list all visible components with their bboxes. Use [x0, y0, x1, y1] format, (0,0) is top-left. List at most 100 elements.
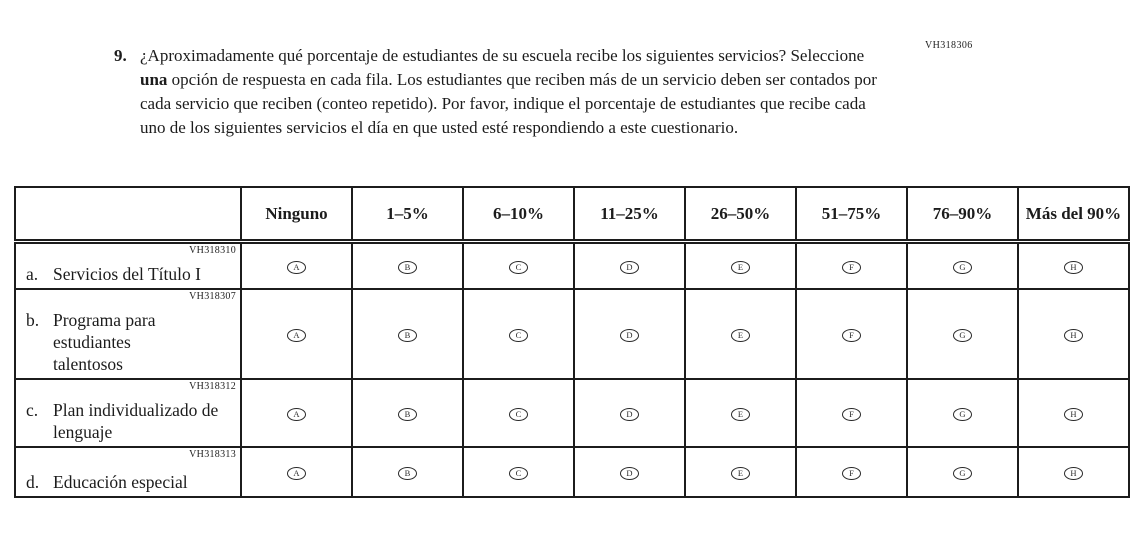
row-a-option-cell-C: C: [462, 240, 575, 290]
row-a-option-cell-E: E: [684, 240, 797, 290]
option-bubble-b-F[interactable]: F: [842, 328, 861, 342]
row-a-label-text: Servicios del Título I: [53, 264, 201, 284]
row-c-option-cell-F: F: [795, 378, 908, 448]
row-d-option-cell-D: D: [573, 446, 686, 498]
option-bubble-c-C[interactable]: C: [509, 407, 528, 421]
option-bubble-d-G[interactable]: G: [953, 466, 972, 480]
option-bubble-c-F[interactable]: F: [842, 407, 861, 421]
header-6-10: 6–10%: [462, 186, 575, 244]
header-26-50: 26–50%: [684, 186, 797, 244]
row-c-option-cell-G: G: [906, 378, 1019, 448]
option-bubble-d-D[interactable]: D: [620, 466, 639, 480]
row-b-header: VH318307 b. Programa para estudiantes tal…: [14, 288, 242, 380]
row-b-option-cell-A: A: [240, 288, 353, 380]
option-bubble-c-A[interactable]: A: [287, 407, 306, 421]
row-b-code: VH318307: [189, 291, 236, 302]
option-bubble-d-B[interactable]: B: [398, 466, 417, 480]
row-b-option-cell-F: F: [795, 288, 908, 380]
row-d-header: VH318313 d. Educación especial: [14, 446, 242, 498]
row-d-option-cell-G: G: [906, 446, 1019, 498]
row-a-option-cell-F: F: [795, 240, 908, 290]
question-text-bold: una: [140, 70, 168, 89]
answer-grid-table: Ninguno 1–5% 6–10% 11–25% 26–50% 51–75% …: [14, 186, 1130, 498]
row-d-letter: d.: [26, 472, 40, 492]
header-empty-cell: [14, 186, 242, 244]
row-c-option-cell-E: E: [684, 378, 797, 448]
row-a-option-cell-H: H: [1017, 240, 1130, 290]
row-c-option-cell-H: H: [1017, 378, 1130, 448]
option-bubble-b-G[interactable]: G: [953, 328, 972, 342]
row-d-label: d. Educación especial: [26, 471, 188, 493]
question-text-pre: ¿Aproximadamente qué porcentaje de estud…: [140, 46, 865, 65]
option-bubble-a-C[interactable]: C: [509, 260, 528, 274]
option-bubble-b-B[interactable]: B: [398, 328, 417, 342]
row-b-label: b. Programa para estudiantes talentosos: [26, 309, 181, 375]
row-d-option-cell-H: H: [1017, 446, 1130, 498]
option-bubble-a-F[interactable]: F: [842, 260, 861, 274]
table-row-d: VH318313 d. Educación especial A B C D E …: [14, 446, 1130, 498]
row-a-option-cell-A: A: [240, 240, 353, 290]
table-row-c: VH318312 c. Plan individualizado de lengu…: [14, 378, 1130, 448]
row-a-code: VH318310: [189, 244, 236, 256]
row-b-option-cell-H: H: [1017, 288, 1130, 380]
option-bubble-b-E[interactable]: E: [731, 328, 750, 342]
question-text-post: opción de respuesta en cada fila. Los es…: [140, 70, 877, 137]
option-bubble-b-H[interactable]: H: [1064, 328, 1083, 342]
row-c-option-cell-A: A: [240, 378, 353, 448]
row-c-code: VH318312: [189, 381, 236, 392]
option-bubble-c-G[interactable]: G: [953, 407, 972, 421]
row-d-option-cell-F: F: [795, 446, 908, 498]
row-d-option-cell-A: A: [240, 446, 353, 498]
table-row-a: VH318310 a. Servicios del Título I A B C …: [14, 240, 1130, 290]
option-bubble-c-H[interactable]: H: [1064, 407, 1083, 421]
row-a-header: VH318310 a. Servicios del Título I: [14, 240, 242, 290]
row-a-option-cell-B: B: [351, 240, 464, 290]
row-a-letter: a.: [26, 264, 39, 284]
row-b-option-cell-C: C: [462, 288, 575, 380]
row-d-option-cell-E: E: [684, 446, 797, 498]
row-c-letter: c.: [26, 400, 39, 420]
question-number: 9.: [114, 46, 127, 65]
option-bubble-b-A[interactable]: A: [287, 328, 306, 342]
row-b-option-cell-G: G: [906, 288, 1019, 380]
row-a-label: a. Servicios del Título I: [26, 263, 201, 285]
row-d-option-cell-B: B: [351, 446, 464, 498]
row-b-label-text: Programa para estudiantes talentosos: [53, 310, 156, 374]
form-code: VH318306: [925, 40, 973, 51]
option-bubble-a-D[interactable]: D: [620, 260, 639, 274]
header-row: Ninguno 1–5% 6–10% 11–25% 26–50% 51–75% …: [14, 186, 1130, 244]
header-11-25: 11–25%: [573, 186, 686, 244]
option-bubble-b-C[interactable]: C: [509, 328, 528, 342]
row-d-code: VH318313: [189, 449, 236, 460]
option-bubble-c-B[interactable]: B: [398, 407, 417, 421]
table-row-b: VH318307 b. Programa para estudiantes tal…: [14, 288, 1130, 380]
option-bubble-d-C[interactable]: C: [509, 466, 528, 480]
option-bubble-a-E[interactable]: E: [731, 260, 750, 274]
row-b-option-cell-B: B: [351, 288, 464, 380]
option-bubble-a-A[interactable]: A: [287, 260, 306, 274]
option-bubble-c-D[interactable]: D: [620, 407, 639, 421]
row-c-option-cell-C: C: [462, 378, 575, 448]
option-bubble-c-E[interactable]: E: [731, 407, 750, 421]
row-b-option-cell-D: D: [573, 288, 686, 380]
row-c-label: c. Plan individualizado de lenguaje: [26, 399, 231, 443]
header-1-5: 1–5%: [351, 186, 464, 244]
option-bubble-a-B[interactable]: B: [398, 260, 417, 274]
option-bubble-a-G[interactable]: G: [953, 260, 972, 274]
option-bubble-a-H[interactable]: H: [1064, 260, 1083, 274]
row-c-header: VH318312 c. Plan individualizado de lengu…: [14, 378, 242, 448]
row-a-option-cell-G: G: [906, 240, 1019, 290]
row-a-option-cell-D: D: [573, 240, 686, 290]
option-bubble-d-F[interactable]: F: [842, 466, 861, 480]
option-bubble-d-H[interactable]: H: [1064, 466, 1083, 480]
header-51-75: 51–75%: [795, 186, 908, 244]
header-ninguno: Ninguno: [240, 186, 353, 244]
question-block: 9. ¿Aproximadamente qué porcentaje de es…: [114, 44, 904, 140]
row-c-option-cell-D: D: [573, 378, 686, 448]
question-text: ¿Aproximadamente qué porcentaje de estud…: [140, 44, 895, 140]
option-bubble-d-E[interactable]: E: [731, 466, 750, 480]
row-c-label-text: Plan individualizado de lenguaje: [53, 400, 219, 442]
option-bubble-b-D[interactable]: D: [620, 328, 639, 342]
header-76-90: 76–90%: [906, 186, 1019, 244]
option-bubble-d-A[interactable]: A: [287, 466, 306, 480]
